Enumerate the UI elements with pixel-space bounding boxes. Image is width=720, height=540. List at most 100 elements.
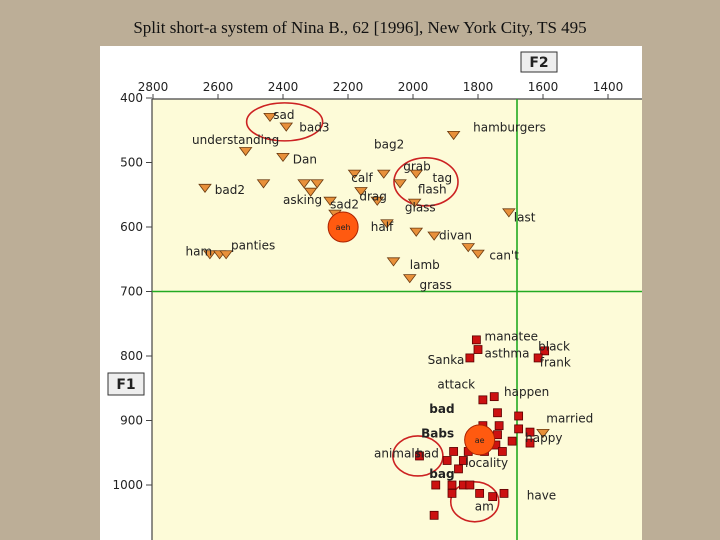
y-tick-label: 500	[120, 156, 143, 170]
square-point	[540, 346, 550, 356]
word-label: have	[527, 488, 556, 502]
triangle-point	[446, 131, 461, 141]
square-point	[475, 488, 485, 498]
triangle-point	[347, 169, 362, 179]
word-label: can't	[489, 248, 519, 262]
square-point	[497, 447, 507, 456]
word-label: Babs	[421, 426, 454, 440]
square-point	[478, 395, 488, 405]
x-tick-label: 1600	[528, 80, 559, 94]
triangle-point	[203, 250, 217, 260]
triangle-point	[380, 219, 394, 229]
square-point	[431, 480, 441, 490]
word-label: panties	[231, 239, 275, 253]
triangle-point	[310, 179, 324, 189]
triangle-point	[370, 196, 385, 206]
y-tick-label: 700	[120, 285, 143, 299]
word-label: asthma	[485, 346, 530, 360]
chart-title: Split short-a system of Nina B., 62 [199…	[133, 18, 587, 37]
square-point	[465, 353, 475, 363]
word-label: lamb	[410, 258, 440, 272]
square-point	[449, 447, 459, 456]
x-axis-title: F2	[529, 55, 548, 71]
triangle-point	[303, 187, 318, 197]
word-label: black	[538, 339, 570, 353]
triangle-point	[256, 179, 271, 189]
mean-label: ae	[475, 436, 485, 445]
triangle-point	[402, 274, 417, 284]
y-tick-label: 800	[120, 349, 143, 363]
word-label: understanding	[192, 133, 279, 147]
word-label: half	[371, 220, 394, 234]
mean-label: aeh	[336, 223, 351, 232]
triangle-point	[238, 147, 253, 157]
highlight-circle	[449, 480, 500, 523]
word-label: married	[546, 412, 593, 426]
triangle-point	[409, 169, 424, 179]
word-label: Sanka	[428, 353, 465, 367]
square-point	[514, 424, 524, 434]
word-label: happen	[504, 385, 549, 399]
word-label: bag2	[374, 137, 404, 151]
y-tick-label: 600	[120, 220, 143, 234]
word-label: bad3	[299, 121, 329, 135]
square-point	[525, 438, 535, 448]
square-point	[488, 492, 498, 502]
word-label: animals	[374, 446, 421, 460]
square-point	[533, 353, 543, 363]
square-point	[471, 335, 481, 345]
square-point	[499, 488, 509, 498]
y-tick-label: 400	[120, 91, 143, 105]
triangle-point	[393, 179, 407, 189]
square-point	[514, 411, 524, 421]
word-label: bad2	[215, 183, 245, 197]
word-label: bad	[429, 402, 454, 416]
square-point	[507, 436, 517, 446]
square-point	[493, 408, 502, 418]
word-label: grass	[420, 278, 452, 292]
word-label: ham	[186, 245, 213, 259]
triangle-point	[502, 208, 516, 218]
square-point	[473, 345, 483, 354]
x-tick-label: 1400	[593, 80, 624, 94]
word-label: happy	[525, 431, 562, 445]
triangle-point	[386, 257, 401, 267]
y-tick-label: 1000	[112, 478, 143, 492]
word-label: tag	[433, 171, 453, 185]
word-label: sad2	[330, 197, 359, 211]
triangle-point	[279, 122, 294, 132]
square-point	[447, 488, 457, 498]
triangle-point	[276, 152, 290, 163]
word-label: manatee	[485, 330, 538, 344]
word-label: sad	[273, 108, 294, 122]
plot-area	[152, 99, 642, 540]
triangle-point	[376, 169, 391, 179]
word-label: bag	[429, 467, 454, 481]
triangle-point	[427, 231, 441, 241]
word-label: last	[514, 210, 536, 224]
word-labels: sad bad3 understanding bag2 hamburgers Dan gra…	[186, 108, 594, 514]
triangle-point	[198, 183, 212, 193]
triangle-point	[263, 112, 277, 123]
mean-point	[464, 424, 496, 456]
word-label: am	[475, 499, 494, 513]
axis-ticks: 2800 2600 2400 2200 2000 1800 1600 1400 400 500 60…	[112, 80, 623, 492]
triangle-point	[354, 187, 368, 197]
highlight-circles	[245, 102, 500, 523]
word-label: glass	[405, 201, 436, 215]
square-point	[454, 464, 463, 474]
triangle-point	[219, 250, 233, 260]
word-label: Dan	[293, 152, 317, 166]
word-label: asking	[283, 193, 322, 207]
triangle-point	[323, 196, 337, 206]
highlight-circle	[393, 157, 459, 207]
word-label: drag	[359, 190, 387, 204]
word-label: divan	[439, 228, 472, 242]
triangle-point	[409, 227, 424, 237]
word-label: flash	[418, 183, 447, 197]
triangle-point	[471, 249, 485, 259]
square-point	[429, 510, 439, 520]
square-point	[415, 451, 424, 461]
x-tick-label: 2800	[138, 80, 169, 94]
